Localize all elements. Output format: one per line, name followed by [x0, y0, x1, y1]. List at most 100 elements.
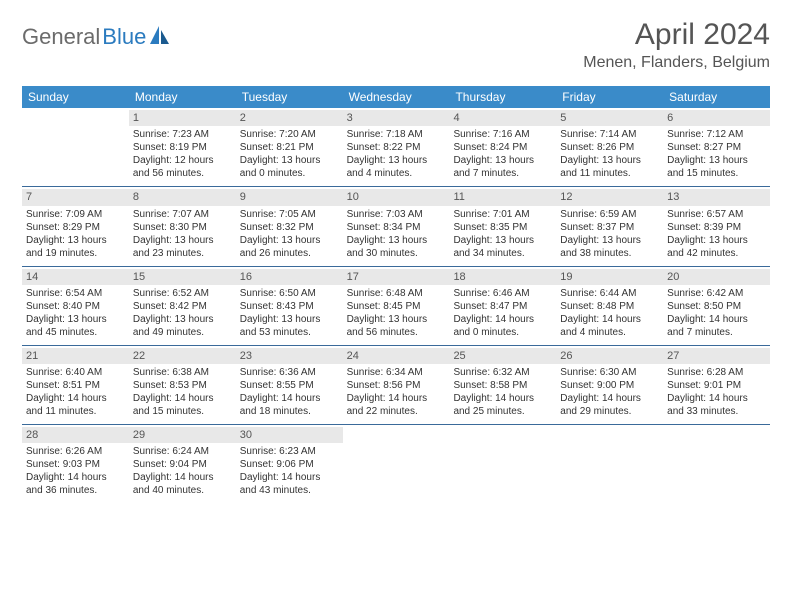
- daylight-text: and 11 minutes.: [26, 405, 125, 418]
- daylight-text: Daylight: 14 hours: [26, 471, 125, 484]
- day-number: 21: [22, 348, 129, 364]
- sunrise-text: Sunrise: 6:34 AM: [347, 366, 446, 379]
- day-number: 10: [343, 189, 450, 205]
- day-number: 24: [343, 348, 450, 364]
- daylight-text: Daylight: 13 hours: [453, 234, 552, 247]
- day-cell: 29Sunrise: 6:24 AMSunset: 9:04 PMDayligh…: [129, 425, 236, 503]
- sunrise-text: Sunrise: 6:59 AM: [560, 208, 659, 221]
- daylight-text: Daylight: 14 hours: [133, 471, 232, 484]
- daylight-text: and 0 minutes.: [453, 326, 552, 339]
- daylight-text: and 40 minutes.: [133, 484, 232, 497]
- day-label-mon: Monday: [129, 86, 236, 108]
- daylight-text: and 45 minutes.: [26, 326, 125, 339]
- day-number: 15: [129, 269, 236, 285]
- sunset-text: Sunset: 8:43 PM: [240, 300, 339, 313]
- day-number: 22: [129, 348, 236, 364]
- daylight-text: Daylight: 14 hours: [560, 392, 659, 405]
- sunrise-text: Sunrise: 7:14 AM: [560, 128, 659, 141]
- day-number: 17: [343, 269, 450, 285]
- day-number: 25: [449, 348, 556, 364]
- sunset-text: Sunset: 9:03 PM: [26, 458, 125, 471]
- daylight-text: and 4 minutes.: [347, 167, 446, 180]
- sunset-text: Sunset: 8:56 PM: [347, 379, 446, 392]
- day-number: 7: [22, 189, 129, 205]
- daylight-text: and 11 minutes.: [560, 167, 659, 180]
- day-cell: 28Sunrise: 6:26 AMSunset: 9:03 PMDayligh…: [22, 425, 129, 503]
- sunrise-text: Sunrise: 7:12 AM: [667, 128, 766, 141]
- day-header-row: Sunday Monday Tuesday Wednesday Thursday…: [22, 86, 770, 108]
- sunset-text: Sunset: 8:40 PM: [26, 300, 125, 313]
- sunset-text: Sunset: 8:58 PM: [453, 379, 552, 392]
- sunrise-text: Sunrise: 6:57 AM: [667, 208, 766, 221]
- sunrise-text: Sunrise: 6:40 AM: [26, 366, 125, 379]
- daylight-text: Daylight: 14 hours: [560, 313, 659, 326]
- daylight-text: Daylight: 14 hours: [667, 313, 766, 326]
- day-number: 30: [236, 427, 343, 443]
- day-number: 20: [663, 269, 770, 285]
- day-number: 2: [236, 110, 343, 126]
- day-cell: 12Sunrise: 6:59 AMSunset: 8:37 PMDayligh…: [556, 187, 663, 265]
- sunrise-text: Sunrise: 6:30 AM: [560, 366, 659, 379]
- sunset-text: Sunset: 8:39 PM: [667, 221, 766, 234]
- day-number: 28: [22, 427, 129, 443]
- week-row: 7Sunrise: 7:09 AMSunset: 8:29 PMDaylight…: [22, 187, 770, 266]
- day-number: 9: [236, 189, 343, 205]
- logo-text-2: Blue: [102, 24, 146, 50]
- daylight-text: and 56 minutes.: [347, 326, 446, 339]
- day-number: 29: [129, 427, 236, 443]
- day-cell: 25 Sunrise: 6:32 AMSunset: 8:58 PMDayligh…: [449, 346, 556, 424]
- daylight-text: Daylight: 13 hours: [133, 313, 232, 326]
- week-row: 21Sunrise: 6:40 AMSunset: 8:51 PMDayligh…: [22, 346, 770, 425]
- sunrise-text: Sunrise: 6:48 AM: [347, 287, 446, 300]
- day-cell: [556, 425, 663, 503]
- day-cell: 30Sunrise: 6:23 AMSunset: 9:06 PMDayligh…: [236, 425, 343, 503]
- daylight-text: Daylight: 13 hours: [240, 154, 339, 167]
- sunrise-text: Sunrise: 6:24 AM: [133, 445, 232, 458]
- day-cell: [22, 108, 129, 186]
- daylight-text: Daylight: 12 hours: [133, 154, 232, 167]
- day-cell: 2Sunrise: 7:20 AMSunset: 8:21 PMDaylight…: [236, 108, 343, 186]
- daylight-text: and 7 minutes.: [667, 326, 766, 339]
- week-row: 1Sunrise: 7:23 AMSunset: 8:19 PMDaylight…: [22, 108, 770, 187]
- location-text: Menen, Flanders, Belgium: [583, 54, 770, 72]
- daylight-text: Daylight: 13 hours: [26, 313, 125, 326]
- day-cell: 27Sunrise: 6:28 AMSunset: 9:01 PMDayligh…: [663, 346, 770, 424]
- daylight-text: and 43 minutes.: [240, 484, 339, 497]
- daylight-text: and 4 minutes.: [560, 326, 659, 339]
- sunset-text: Sunset: 9:01 PM: [667, 379, 766, 392]
- sunset-text: Sunset: 8:30 PM: [133, 221, 232, 234]
- day-cell: [663, 425, 770, 503]
- day-cell: 24Sunrise: 6:34 AMSunset: 8:56 PMDayligh…: [343, 346, 450, 424]
- daylight-text: and 25 minutes.: [453, 405, 552, 418]
- daylight-text: and 36 minutes.: [26, 484, 125, 497]
- sunrise-text: Sunrise: 7:16 AM: [453, 128, 552, 141]
- week-row: 14Sunrise: 6:54 AMSunset: 8:40 PMDayligh…: [22, 267, 770, 346]
- daylight-text: Daylight: 14 hours: [453, 392, 552, 405]
- sunrise-text: Sunrise: 6:32 AM: [453, 366, 552, 379]
- day-number: 12: [556, 189, 663, 205]
- sunset-text: Sunset: 8:51 PM: [26, 379, 125, 392]
- sunrise-text: Sunrise: 6:46 AM: [453, 287, 552, 300]
- day-cell: 13Sunrise: 6:57 AMSunset: 8:39 PMDayligh…: [663, 187, 770, 265]
- daylight-text: and 18 minutes.: [240, 405, 339, 418]
- daylight-text: and 33 minutes.: [667, 405, 766, 418]
- day-number: 26: [556, 348, 663, 364]
- day-cell: 9Sunrise: 7:05 AMSunset: 8:32 PMDaylight…: [236, 187, 343, 265]
- day-cell: 4Sunrise: 7:16 AMSunset: 8:24 PMDaylight…: [449, 108, 556, 186]
- logo: GeneralBlue: [22, 18, 170, 50]
- day-number: 1: [129, 110, 236, 126]
- sunrise-text: Sunrise: 7:23 AM: [133, 128, 232, 141]
- sunset-text: Sunset: 9:00 PM: [560, 379, 659, 392]
- sunrise-text: Sunrise: 7:20 AM: [240, 128, 339, 141]
- daylight-text: Daylight: 14 hours: [240, 471, 339, 484]
- sunset-text: Sunset: 8:34 PM: [347, 221, 446, 234]
- sunrise-text: Sunrise: 6:52 AM: [133, 287, 232, 300]
- daylight-text: Daylight: 13 hours: [347, 313, 446, 326]
- day-cell: 14Sunrise: 6:54 AMSunset: 8:40 PMDayligh…: [22, 267, 129, 345]
- daylight-text: and 0 minutes.: [240, 167, 339, 180]
- daylight-text: and 15 minutes.: [133, 405, 232, 418]
- daylight-text: Daylight: 14 hours: [26, 392, 125, 405]
- day-cell: 6Sunrise: 7:12 AMSunset: 8:27 PMDaylight…: [663, 108, 770, 186]
- day-cell: 5Sunrise: 7:14 AMSunset: 8:26 PMDaylight…: [556, 108, 663, 186]
- day-number: 11: [449, 189, 556, 205]
